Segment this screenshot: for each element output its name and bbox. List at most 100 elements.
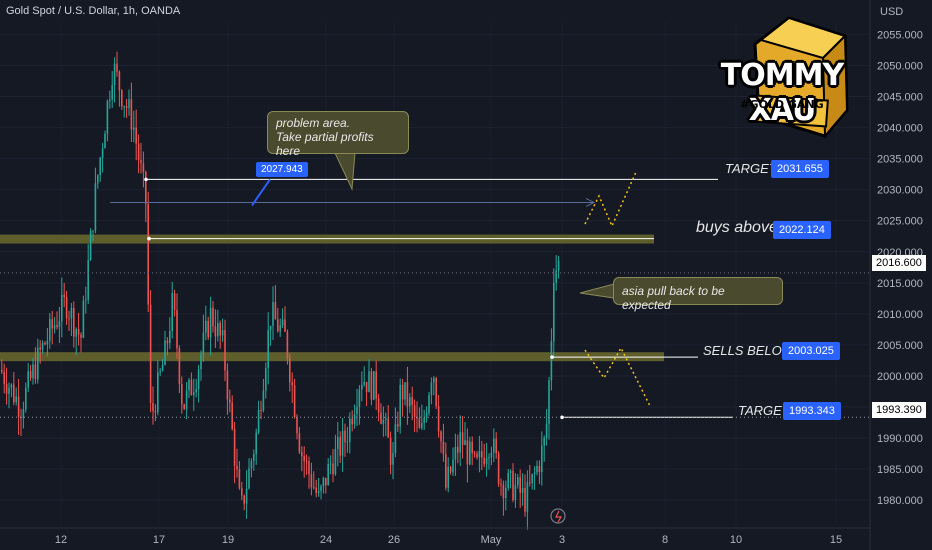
candle-body xyxy=(277,319,279,332)
candle-body xyxy=(190,379,193,396)
candle-body xyxy=(545,423,548,438)
candle-body xyxy=(212,307,214,327)
note-line-1: problem area. xyxy=(276,116,351,130)
candle-body xyxy=(164,340,166,365)
crosshair-price-label: 1993.390 xyxy=(872,402,926,418)
sell-zone xyxy=(0,352,664,362)
x-tick-label: 3 xyxy=(559,534,565,546)
y-tick-label: 2050.000 xyxy=(877,60,923,72)
candle-body xyxy=(392,453,394,465)
candle-body xyxy=(401,384,404,400)
chart-title: Gold Spot / U.S. Dollar, 1h, OANDA xyxy=(6,5,181,17)
candle-body xyxy=(387,418,389,438)
candle-body xyxy=(183,404,185,409)
candle-body xyxy=(29,371,32,379)
candle-body xyxy=(73,307,75,337)
candle-body xyxy=(289,358,291,383)
candle-body xyxy=(500,483,502,485)
candle-body xyxy=(550,341,553,381)
candle-body xyxy=(298,433,301,453)
candle-body xyxy=(118,71,121,91)
candle-body xyxy=(397,424,399,427)
candle-body xyxy=(382,419,385,424)
candle-body xyxy=(238,469,241,489)
candle-body xyxy=(116,63,118,72)
candle-body xyxy=(481,450,483,458)
candle-body xyxy=(113,63,116,86)
candle-body xyxy=(169,331,171,344)
support-resistance-zones xyxy=(0,234,664,362)
candle-body xyxy=(85,299,87,301)
candle-body xyxy=(68,318,70,320)
candle-body xyxy=(478,450,481,458)
candle-body xyxy=(541,445,543,472)
candle-body xyxy=(483,457,485,465)
y-tick-label: 2030.000 xyxy=(877,185,923,197)
candle-body xyxy=(507,472,509,489)
candle-body xyxy=(147,203,149,305)
candle-body xyxy=(373,371,375,400)
candle-body xyxy=(13,384,15,403)
time-axis[interactable]: 12 17 19 24 26 May 3 8 10 15 xyxy=(0,527,870,546)
measure-tag: 2027.943 xyxy=(256,162,308,177)
candle-body xyxy=(111,85,113,100)
candle-body xyxy=(106,101,109,134)
candle-body xyxy=(440,431,442,442)
measure-tag-pointer xyxy=(251,178,271,207)
candle-body xyxy=(327,463,329,486)
candle-body xyxy=(375,371,377,399)
candle-body xyxy=(224,330,226,371)
candle-body xyxy=(413,405,416,417)
candle-body xyxy=(529,482,531,484)
candle-body xyxy=(123,106,125,108)
candle-body xyxy=(200,354,202,370)
candle-body xyxy=(361,384,363,390)
candle-body xyxy=(344,430,346,443)
candle-body xyxy=(423,417,425,423)
price-axis[interactable]: 2055.000 2050.000 2045.000 2040.000 2035.000… xyxy=(869,0,923,550)
candle-body xyxy=(531,473,533,484)
candle-body xyxy=(286,331,289,359)
candle-body xyxy=(308,461,310,475)
x-tick-label: 17 xyxy=(153,534,165,546)
logo-title: TOMMY XAU xyxy=(720,58,844,128)
candle-body xyxy=(490,452,493,458)
measure-arrow-head xyxy=(585,197,596,207)
candle-body xyxy=(178,348,181,385)
candle-body xyxy=(245,488,248,504)
candle-body xyxy=(425,412,428,418)
candle-body xyxy=(87,260,89,300)
candle-body xyxy=(488,457,490,459)
candle-body xyxy=(217,322,219,337)
candle-body xyxy=(377,398,380,413)
candle-body xyxy=(145,171,147,204)
candle-body xyxy=(524,488,526,512)
y-tick-label: 1990.000 xyxy=(877,433,923,445)
y-tick-label: 1985.000 xyxy=(877,464,923,476)
note-mid-pointer xyxy=(579,283,615,299)
candle-body xyxy=(77,329,80,335)
candle-body xyxy=(133,127,135,130)
candle-body xyxy=(233,429,236,466)
candle-body xyxy=(320,486,322,491)
candle-body xyxy=(466,440,469,465)
candle-body xyxy=(442,441,445,455)
candle-body xyxy=(380,412,382,424)
y-tick-label: 2015.000 xyxy=(877,278,923,290)
candle-body xyxy=(255,432,257,454)
candle-body xyxy=(464,440,466,445)
candle-body xyxy=(39,347,41,350)
candle-body xyxy=(293,385,296,418)
candle-body xyxy=(219,322,221,336)
candle-body xyxy=(99,157,101,176)
candle-body xyxy=(128,99,130,108)
candle-body xyxy=(303,455,305,462)
candle-body xyxy=(46,340,49,345)
candle-body xyxy=(291,382,293,386)
x-tick-label: 10 xyxy=(730,534,742,546)
candle-body xyxy=(49,319,51,341)
candle-body xyxy=(17,396,20,417)
candle-body xyxy=(171,293,173,332)
target-lower-value: 1993.343 xyxy=(783,402,841,420)
